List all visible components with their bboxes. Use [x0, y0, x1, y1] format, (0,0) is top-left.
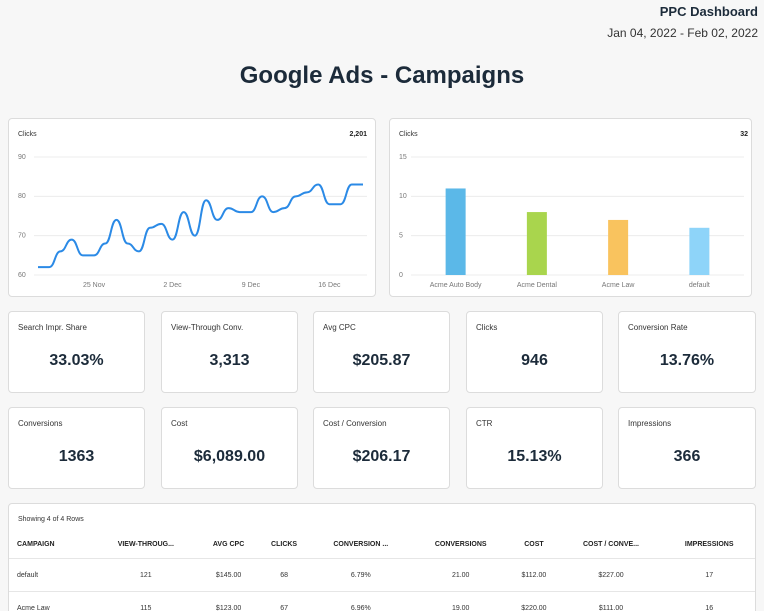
- kpi-value: $206.17: [352, 448, 411, 465]
- table-cell: $112.00: [509, 558, 559, 592]
- kpi-value: $205.87: [352, 352, 411, 369]
- x-tick-label: 2 Dec: [163, 282, 182, 289]
- x-tick-label: 16 Dec: [318, 282, 341, 289]
- table-cell: $220.00: [509, 591, 559, 611]
- kpi-value: 15.13%: [507, 448, 562, 465]
- table-cell: $111.00: [558, 591, 664, 611]
- bar: [689, 227, 710, 275]
- kpi-label: Avg CPC: [323, 323, 356, 332]
- table-caption: Showing 4 of 4 Rows: [18, 516, 84, 523]
- bar: [526, 212, 547, 275]
- kpi-value: 33.03%: [49, 352, 104, 369]
- y-tick-label: 10: [399, 193, 407, 200]
- table-cell: $145.00: [198, 558, 259, 592]
- table-cell: 121: [93, 558, 199, 592]
- column-header: CAMPAIGN: [17, 540, 55, 548]
- kpi-label: Search Impr. Share: [18, 323, 87, 332]
- y-tick-label: 0: [399, 272, 403, 279]
- column-header: CONVERSION ...: [333, 540, 389, 548]
- column-header: COST: [524, 540, 544, 548]
- column-header: AVG CPC: [212, 540, 245, 548]
- kpi-card: Conversions 1363: [8, 407, 145, 489]
- kpi-label: Impressions: [628, 419, 672, 428]
- column-header: CONVERSIONS: [434, 540, 487, 548]
- kpi-card: Cost / Conversion $206.17: [313, 407, 450, 489]
- page-title: Google Ads - Campaigns: [239, 62, 525, 89]
- table-cell: 21.00: [412, 558, 510, 592]
- y-tick-label: 80: [18, 193, 26, 200]
- y-tick-label: 5: [399, 233, 403, 240]
- kpi-label: Conversion Rate: [628, 323, 688, 332]
- y-tick-label: 90: [18, 154, 26, 161]
- kpi-label: Clicks: [476, 323, 498, 332]
- chart-title: Clicks: [399, 131, 418, 138]
- kpi-card: Cost $6,089.00: [161, 407, 298, 489]
- chart-card: Clicks 32 0 5 10 15 Acme Auto Body Acme Dental A…: [389, 118, 752, 297]
- kpi-label: CTR: [476, 419, 493, 428]
- y-tick-label: 70: [18, 233, 26, 240]
- column-header: IMPRESSIONS: [684, 540, 734, 548]
- chart-title: Clicks: [18, 131, 37, 138]
- kpi-value: 946: [521, 352, 548, 369]
- date-range: Jan 04, 2022 - Feb 02, 2022: [607, 26, 758, 40]
- x-tick-label: default: [689, 282, 710, 289]
- kpi-card: Avg CPC $205.87: [313, 311, 450, 393]
- kpi-label: Cost / Conversion: [323, 419, 387, 428]
- kpi-card: View-Through Conv. 3,313: [161, 311, 298, 393]
- bar: [608, 219, 629, 275]
- table-cell: default: [9, 558, 94, 592]
- table-row: default 121 $145.00 68 6.79% 21.00 $112.00 $227…: [9, 558, 755, 592]
- x-tick-label: Acme Auto Body: [430, 282, 482, 289]
- chart-card: Clicks 2,201 60 70 80 90 25 Nov 2 Dec 9 Dec 16 De…: [8, 118, 376, 297]
- x-tick-label: Acme Law: [602, 282, 636, 289]
- kpi-card: CTR 15.13%: [466, 407, 603, 489]
- kpi-value: 366: [673, 448, 701, 465]
- kpi-label: View-Through Conv.: [171, 323, 244, 332]
- table-row: Acme Law 115 $123.00 67 6.96% 19.00 $220.00 $11…: [9, 591, 755, 611]
- column-header: VIEW-THROUG...: [117, 540, 174, 548]
- table-cell: $227.00: [558, 558, 664, 592]
- table-cell: 6.79%: [309, 558, 413, 592]
- table-header: CAMPAIGN VIEW-THROUG... AVG CPC CLICKS CONVE…: [9, 530, 755, 559]
- kpi-value: 3,313: [209, 352, 250, 369]
- x-tick-label: 9 Dec: [242, 282, 261, 289]
- y-tick-label: 60: [18, 272, 26, 279]
- column-header: COST / CONVE...: [583, 540, 640, 548]
- chart: Clicks 2,201 60 70 80 90 25 Nov 2 Dec 9 Dec 16 De…: [18, 131, 367, 289]
- x-tick-label: 25 Nov: [83, 282, 106, 289]
- table-cell: $123.00: [198, 591, 259, 611]
- kpi-label: Cost: [171, 419, 188, 428]
- table-cell: 19.00: [412, 591, 510, 611]
- kpi-card: Search Impr. Share 33.03%: [8, 311, 145, 393]
- table-cell: 115: [93, 591, 199, 611]
- bar: [445, 188, 466, 275]
- y-tick-label: 15: [399, 154, 407, 161]
- chart-total: 2,201: [349, 131, 367, 138]
- table-card: Showing 4 of 4 Rows CAMPAIGN VIEW-THROUG.…: [8, 503, 756, 611]
- chart: Clicks 32 0 5 10 15 Acme Auto Body Acme Dental A…: [399, 131, 748, 289]
- dashboard-name: PPC Dashboard: [659, 4, 758, 19]
- table-cell: 6.96%: [309, 591, 413, 611]
- table-cell: Acme Law: [9, 591, 94, 611]
- kpi-label: Conversions: [18, 419, 63, 428]
- table-cell: 17: [663, 558, 755, 592]
- line-series: [38, 183, 363, 269]
- kpi-value: 13.76%: [659, 352, 715, 369]
- column-header: CLICKS: [271, 540, 298, 548]
- kpi-card: Clicks 946: [466, 311, 603, 393]
- kpi-card: Conversion Rate 13.76%: [618, 311, 756, 393]
- table-cell: 16: [663, 591, 755, 611]
- table-cell: 67: [258, 591, 310, 611]
- chart-total: 32: [740, 131, 748, 138]
- x-tick-label: Acme Dental: [517, 282, 558, 289]
- table: CAMPAIGN VIEW-THROUG... AVG CPC CLICKS CONVE…: [9, 530, 755, 611]
- kpi-card: Impressions 366: [618, 407, 756, 489]
- table-cell: 68: [258, 558, 310, 592]
- kpi-value: $6,089.00: [193, 448, 266, 465]
- kpi-value: 1363: [58, 448, 95, 465]
